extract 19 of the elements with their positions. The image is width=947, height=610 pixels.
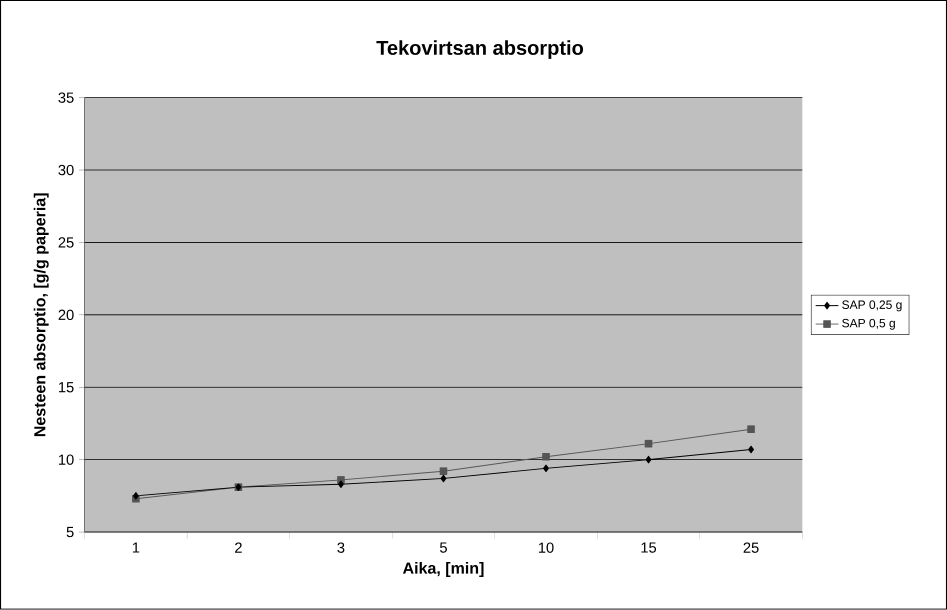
x-tick-label: 25: [744, 542, 759, 554]
x-tick-label: 2: [235, 542, 242, 553]
y-tick-label: 10: [58, 454, 74, 466]
y-tick-label: 30: [58, 165, 74, 176]
x-axis-title: Aika, [min]: [402, 562, 484, 578]
y-tick-label: 5: [66, 527, 74, 538]
legend-label: SAP 0,25 g: [842, 300, 902, 312]
x-tick-label: 10: [538, 542, 554, 554]
x-tick-label: 5: [440, 542, 447, 553]
chart-title: Tekovirtsan absorptio: [376, 40, 584, 60]
y-tick-label: 15: [58, 382, 74, 393]
y-tick-label: 35: [58, 92, 74, 103]
x-tick-label: 1: [132, 542, 140, 553]
y-tick-label: 20: [58, 310, 74, 320]
x-tick-label: 3: [337, 542, 344, 554]
legend-label: SAP 0,5 g: [842, 319, 895, 330]
y-axis-title: Nesteen absorptio, [g/g paperia]: [34, 194, 49, 436]
y-tick-label: 25: [58, 237, 74, 248]
x-tick-label: 15: [641, 542, 656, 553]
